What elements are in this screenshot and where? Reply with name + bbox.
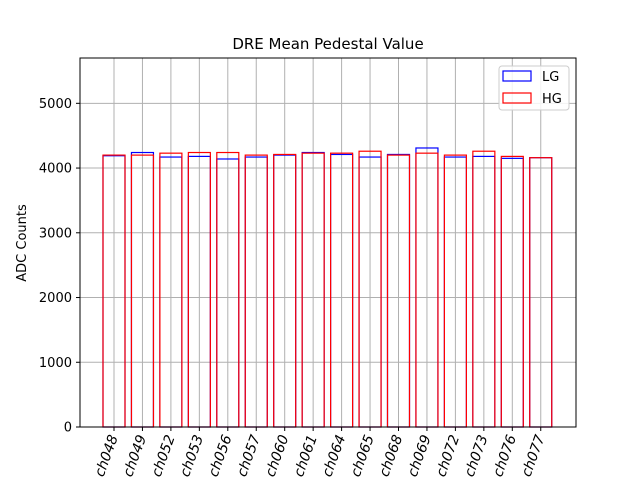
- x-tick-label: ch061: [291, 433, 321, 479]
- y-tick-label: 0: [64, 421, 72, 436]
- x-tick-label: ch053: [177, 433, 207, 479]
- x-tick-label: ch068: [376, 433, 406, 479]
- y-tick-label: 1000: [39, 356, 72, 371]
- legend-label-hg: HG: [542, 92, 562, 107]
- x-tick-label: ch077: [519, 433, 549, 479]
- chart-title: DRE Mean Pedestal Value: [232, 35, 423, 53]
- x-tick-label: ch073: [462, 433, 492, 479]
- y-tick-label: 4000: [39, 162, 72, 177]
- plot-frame: [79, 57, 577, 428]
- legend-swatch-lg: [502, 70, 532, 82]
- x-tick-label: ch052: [149, 433, 179, 479]
- y-tick-label: 5000: [39, 97, 72, 112]
- x-tick-label: ch056: [206, 433, 236, 479]
- x-tick-label: ch049: [120, 433, 150, 479]
- x-tick-label: ch060: [263, 433, 293, 479]
- grid-lines: [80, 58, 576, 428]
- legend: LG HG: [498, 65, 570, 111]
- x-tick-label: ch057: [234, 433, 264, 479]
- legend-swatch-hg: [502, 92, 532, 104]
- y-tick-label: 2000: [39, 291, 72, 306]
- x-tick-label: ch069: [405, 433, 435, 479]
- legend-box: [498, 65, 570, 111]
- y-axis-ticks: 0 1000 2000 3000 4000 5000: [39, 97, 80, 436]
- x-axis-ticks: ch048ch049ch052ch053ch056ch057ch060ch061…: [92, 427, 549, 479]
- x-tick-label: ch064: [320, 433, 350, 479]
- x-tick-label: ch048: [92, 433, 122, 479]
- x-tick-label: ch076: [490, 433, 520, 479]
- legend-label-lg: LG: [542, 70, 559, 85]
- y-tick-label: 3000: [39, 226, 72, 241]
- y-axis-label: ADC Counts: [15, 204, 30, 282]
- x-tick-label: ch072: [433, 433, 463, 479]
- bars: [102, 147, 553, 428]
- x-tick-label: ch065: [348, 433, 378, 479]
